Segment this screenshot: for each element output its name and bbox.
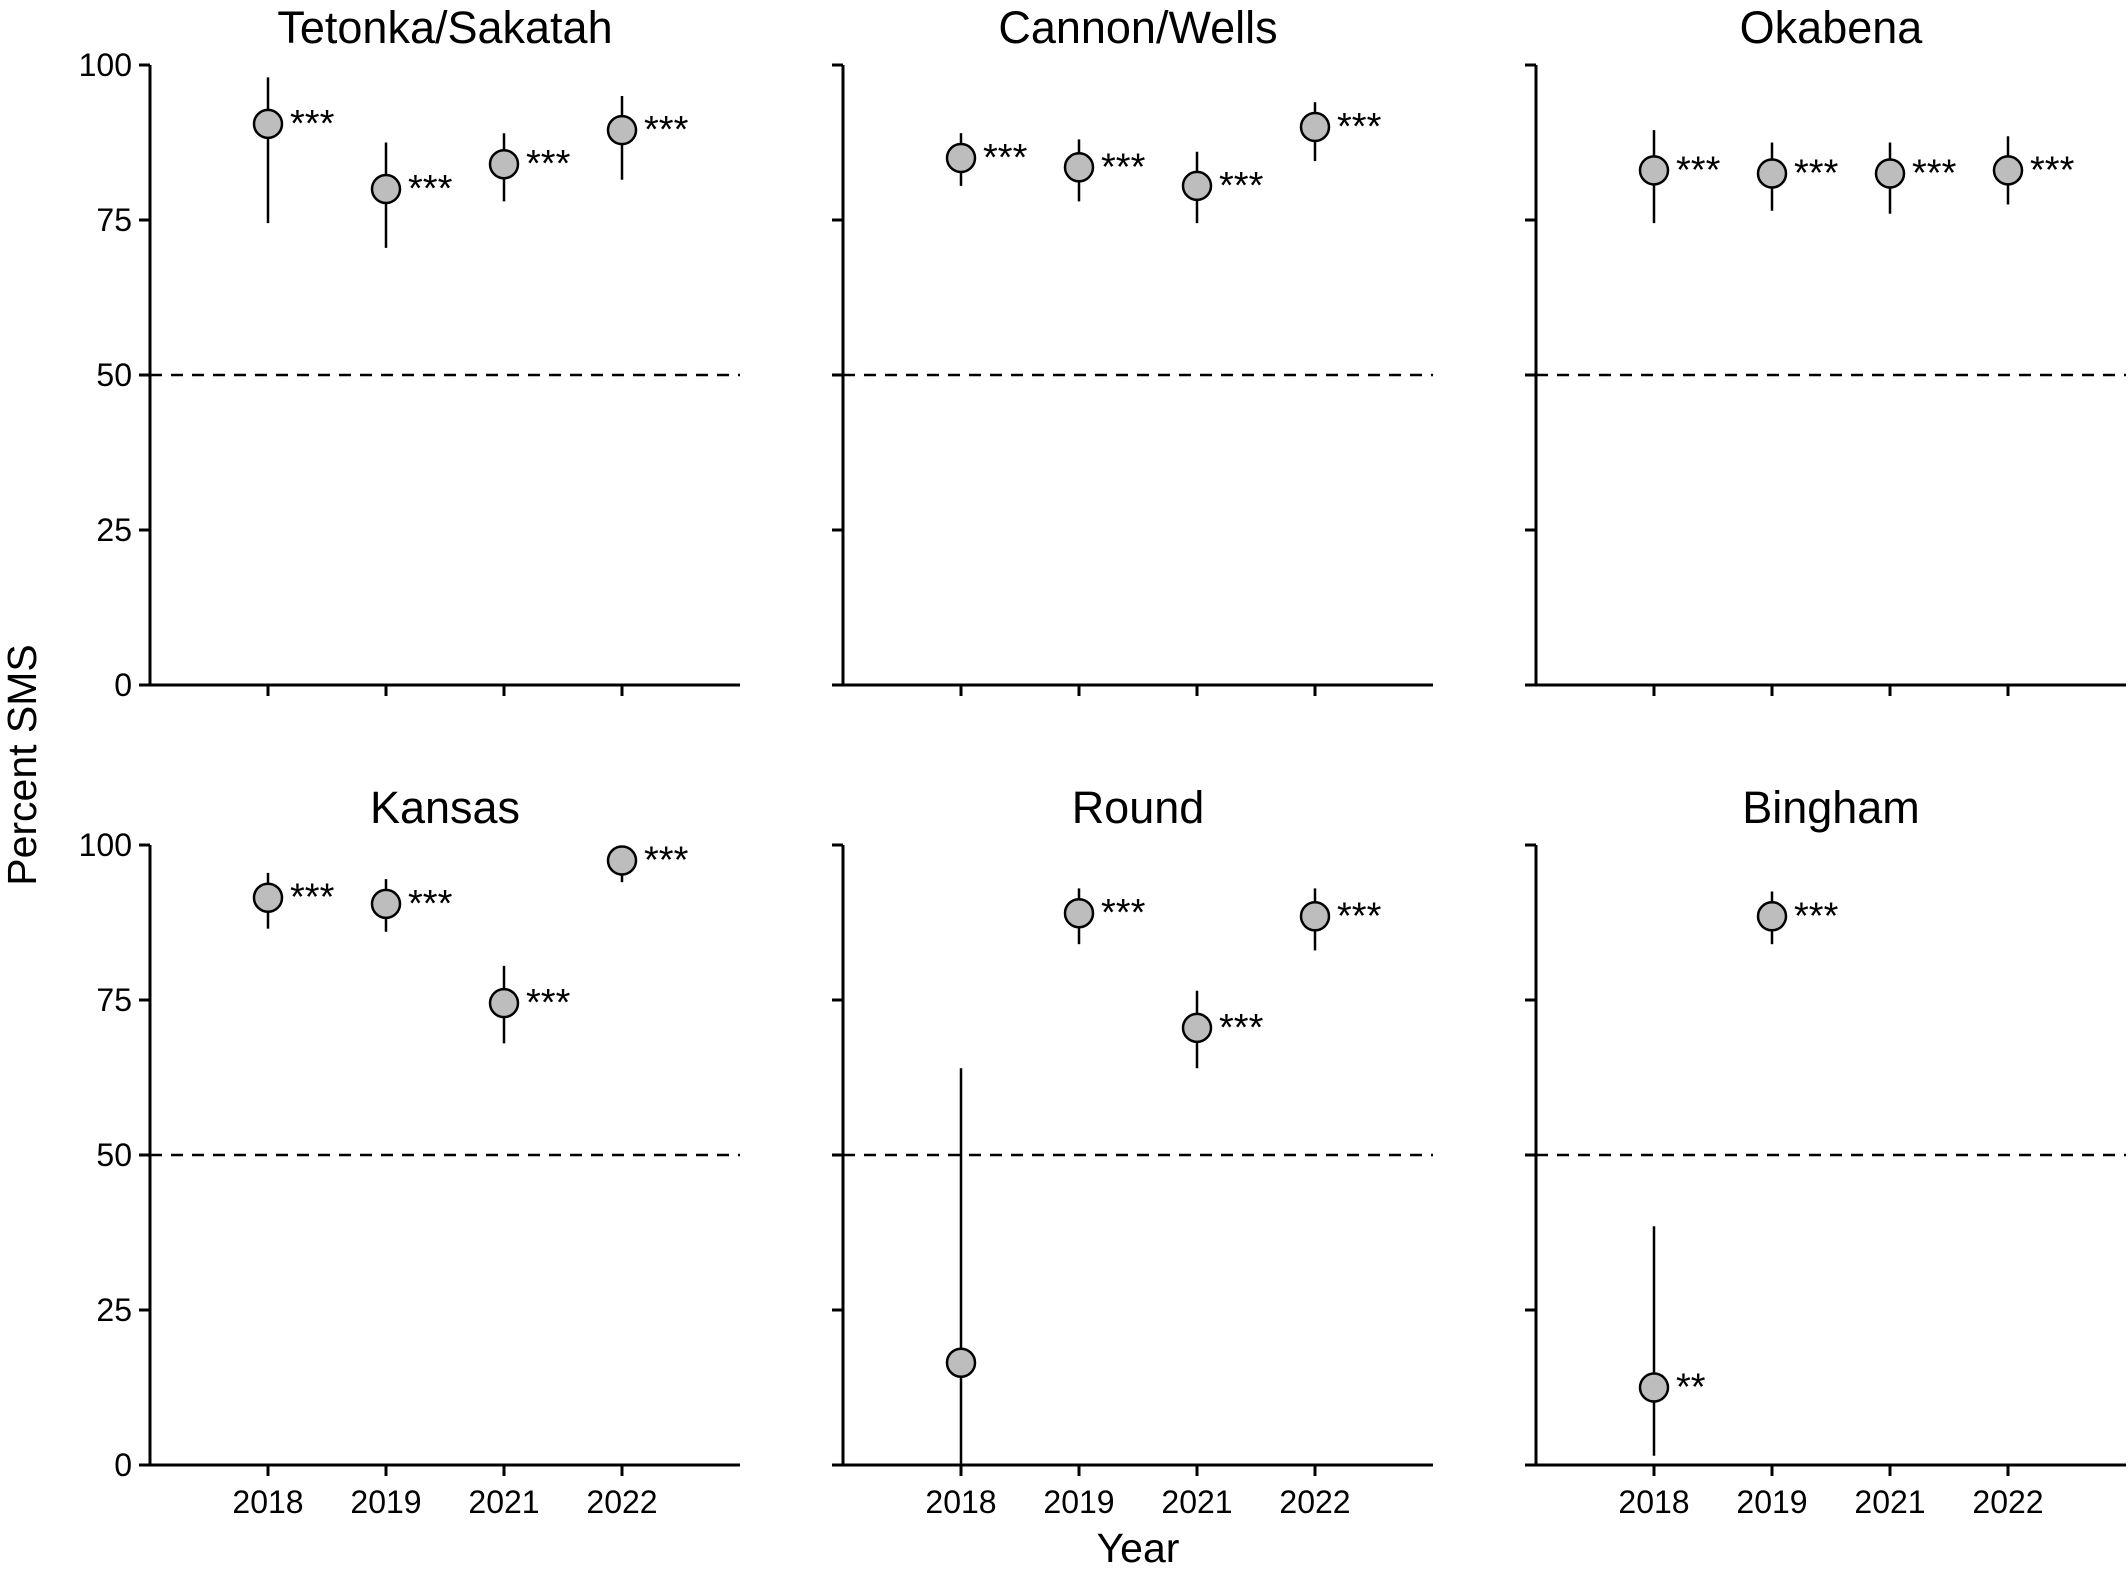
data-point — [1992, 155, 2024, 186]
significance-label: *** — [1912, 153, 1957, 195]
panel-tetonka-sakatah: Tetonka/Sakatah 0 25 50 75 100 *** *** *** *** — [79, 2, 740, 703]
panel-kansas: Kansas 0 25 50 75 100 2018 2019 2021 2022 *** *** **… — [79, 782, 740, 1520]
panel-round: Round 2018 2019 2021 2022 *** *** *** — [832, 782, 1433, 1520]
data-point — [1756, 901, 1788, 932]
x-tick-label: 2022 — [1972, 1484, 2043, 1520]
x-tick-label: 2019 — [1736, 1484, 1807, 1520]
panel-title: Tetonka/Sakatah — [277, 2, 612, 53]
data-point — [488, 987, 520, 1019]
significance-label: *** — [1794, 895, 1839, 937]
x-tick-label: 2021 — [1854, 1484, 1925, 1520]
x-tick-label: 2021 — [1161, 1484, 1232, 1520]
significance-label: *** — [290, 877, 335, 919]
y-tick-label: 0 — [114, 1447, 132, 1483]
y-tick-label: 50 — [96, 357, 132, 393]
data-point — [488, 148, 520, 180]
significance-label: *** — [1676, 149, 1721, 191]
significance-label: *** — [1219, 165, 1264, 207]
data-point — [1063, 152, 1095, 183]
data-point — [1299, 901, 1331, 932]
panel-okabena: Okabena *** *** *** *** — [1525, 2, 2126, 696]
significance-label: *** — [983, 137, 1028, 179]
significance-label: *** — [1337, 895, 1382, 937]
significance-label: *** — [644, 109, 689, 151]
y-tick-label: 100 — [79, 827, 132, 863]
y-axis-title: Percent SMS — [0, 644, 45, 886]
x-tick-label: 2018 — [1618, 1484, 1689, 1520]
x-tick-label: 2021 — [468, 1484, 539, 1520]
data-point — [945, 142, 977, 174]
data-point — [606, 114, 638, 146]
panel-cannon-wells: Cannon/Wells *** *** *** *** — [832, 2, 1433, 696]
data-point — [606, 845, 638, 876]
significance-label: *** — [1794, 153, 1839, 195]
panel-title: Round — [1072, 782, 1205, 833]
y-tick-label: 75 — [96, 982, 132, 1018]
y-tick-label: 100 — [79, 47, 132, 83]
panel-title: Kansas — [370, 782, 520, 833]
x-tick-label: 2019 — [1043, 1484, 1114, 1520]
significance-label: ** — [1676, 1367, 1706, 1409]
data-point — [1181, 1012, 1213, 1044]
y-tick-label: 75 — [96, 202, 132, 238]
y-tick-label: 25 — [96, 1292, 132, 1328]
data-point — [252, 882, 284, 913]
data-point — [945, 1347, 977, 1378]
significance-label: *** — [1101, 146, 1146, 188]
x-axis-title: Year — [1097, 1525, 1180, 1568]
panel-title: Okabena — [1740, 2, 1924, 53]
x-tick-label: 2018 — [925, 1484, 996, 1520]
significance-label: *** — [644, 840, 689, 882]
significance-label: *** — [408, 883, 453, 925]
data-point — [1063, 897, 1095, 929]
significance-label: *** — [1219, 1007, 1264, 1049]
significance-label: *** — [408, 168, 453, 210]
significance-label: *** — [1337, 106, 1382, 148]
x-tick-label: 2022 — [586, 1484, 657, 1520]
data-point — [1299, 111, 1331, 143]
significance-label: *** — [526, 982, 571, 1024]
y-tick-label: 50 — [96, 1137, 132, 1173]
x-tick-label: 2022 — [1279, 1484, 1350, 1520]
data-point — [252, 108, 284, 140]
significance-label: *** — [290, 103, 335, 145]
y-tick-label: 25 — [96, 512, 132, 548]
data-point — [1638, 1372, 1670, 1403]
x-tick-label: 2019 — [350, 1484, 421, 1520]
significance-label: *** — [1101, 892, 1146, 934]
data-point — [1874, 158, 1906, 189]
y-tick-label: 0 — [114, 667, 132, 703]
data-point — [1181, 170, 1213, 202]
significance-label: *** — [2030, 149, 2075, 191]
data-point — [1756, 158, 1788, 189]
significance-label: *** — [526, 143, 571, 185]
x-tick-label: 2018 — [232, 1484, 303, 1520]
panel-title: Cannon/Wells — [998, 2, 1277, 53]
data-point — [370, 173, 402, 205]
data-point — [370, 888, 402, 920]
panel-title: Bingham — [1742, 782, 1920, 833]
data-point — [1638, 155, 1670, 186]
